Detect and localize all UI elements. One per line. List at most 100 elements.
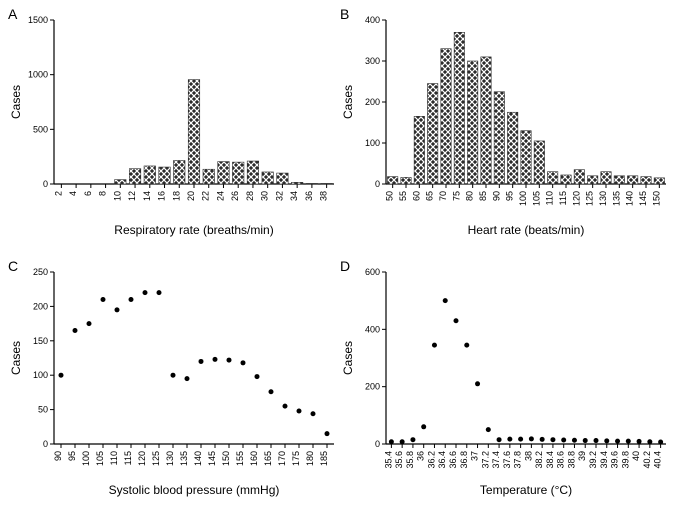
- bar: [507, 112, 517, 184]
- svg-text:38.4: 38.4: [545, 451, 555, 469]
- svg-text:105: 105: [95, 451, 105, 466]
- svg-text:0: 0: [43, 179, 48, 189]
- svg-text:85: 85: [478, 191, 488, 201]
- bar: [654, 178, 664, 184]
- svg-text:1000: 1000: [28, 70, 48, 80]
- data-point: [475, 381, 480, 386]
- svg-text:39.4: 39.4: [599, 451, 609, 469]
- svg-text:95: 95: [67, 451, 77, 461]
- bar: [574, 170, 584, 184]
- svg-text:4: 4: [68, 191, 78, 196]
- svg-text:34: 34: [289, 191, 299, 201]
- bar: [232, 162, 243, 184]
- panel-d-label: D: [340, 258, 350, 274]
- svg-text:Cases: Cases: [341, 341, 355, 375]
- svg-text:130: 130: [165, 451, 175, 466]
- data-point: [594, 438, 599, 443]
- svg-text:170: 170: [277, 451, 287, 466]
- svg-text:140: 140: [625, 191, 635, 206]
- panel-a: A 05001000150024681012141618202224262830…: [8, 6, 338, 246]
- svg-text:400: 400: [365, 324, 380, 334]
- data-point: [647, 439, 652, 444]
- svg-text:36.8: 36.8: [459, 451, 469, 469]
- bar: [188, 80, 199, 184]
- svg-text:300: 300: [365, 56, 380, 66]
- svg-text:35.6: 35.6: [394, 451, 404, 469]
- bar: [291, 182, 302, 184]
- svg-text:80: 80: [465, 191, 475, 201]
- svg-text:Cases: Cases: [9, 341, 23, 375]
- data-point: [561, 437, 566, 442]
- panel-c-label: C: [8, 258, 18, 274]
- bar: [614, 176, 624, 184]
- data-point: [255, 374, 260, 379]
- data-point: [540, 437, 545, 442]
- svg-text:120: 120: [571, 191, 581, 206]
- svg-text:40.2: 40.2: [642, 451, 652, 469]
- data-point: [87, 321, 92, 326]
- svg-text:39: 39: [577, 451, 587, 461]
- svg-text:38.2: 38.2: [534, 451, 544, 469]
- svg-text:600: 600: [365, 267, 380, 277]
- svg-text:1500: 1500: [28, 15, 48, 25]
- bar: [218, 162, 229, 184]
- data-point: [241, 360, 246, 365]
- svg-text:110: 110: [109, 451, 119, 465]
- data-point: [59, 373, 64, 378]
- data-point: [432, 343, 437, 348]
- svg-text:400: 400: [365, 15, 380, 25]
- svg-text:28: 28: [245, 191, 255, 201]
- svg-text:200: 200: [33, 301, 48, 311]
- svg-text:Cases: Cases: [341, 85, 355, 119]
- bar: [427, 84, 437, 184]
- svg-text:150: 150: [33, 336, 48, 346]
- svg-text:90: 90: [53, 451, 63, 461]
- bar: [481, 57, 491, 184]
- data-point: [297, 408, 302, 413]
- svg-text:155: 155: [235, 451, 245, 466]
- bar: [387, 177, 397, 184]
- panel-b-svg: 0100200300400505560657075808590951001051…: [340, 6, 670, 246]
- panel-a-label: A: [8, 6, 17, 22]
- data-point: [486, 427, 491, 432]
- bar: [441, 49, 451, 184]
- svg-text:130: 130: [598, 191, 608, 206]
- svg-text:8: 8: [98, 191, 108, 196]
- svg-text:65: 65: [425, 191, 435, 201]
- bar: [521, 131, 531, 184]
- svg-text:95: 95: [505, 191, 515, 201]
- data-point: [389, 439, 394, 444]
- bar: [115, 180, 126, 184]
- svg-text:105: 105: [531, 191, 541, 206]
- svg-text:40.4: 40.4: [653, 451, 663, 469]
- panel-d-svg: 020040060035.435.635.83636.236.436.636.8…: [340, 258, 670, 506]
- bar: [277, 173, 288, 184]
- svg-text:38: 38: [319, 191, 329, 201]
- svg-text:Cases: Cases: [9, 85, 23, 119]
- svg-text:0: 0: [43, 439, 48, 449]
- svg-text:150: 150: [651, 191, 661, 206]
- svg-text:100: 100: [518, 191, 528, 206]
- svg-text:200: 200: [365, 382, 380, 392]
- data-point: [199, 359, 204, 364]
- data-point: [421, 424, 426, 429]
- panel-d: D 020040060035.435.635.83636.236.436.636…: [340, 258, 670, 506]
- svg-text:180: 180: [305, 451, 315, 466]
- data-point: [269, 389, 274, 394]
- data-point: [443, 298, 448, 303]
- svg-text:39.8: 39.8: [620, 451, 630, 469]
- svg-text:0: 0: [375, 439, 380, 449]
- data-point: [454, 318, 459, 323]
- svg-text:37: 37: [470, 451, 480, 461]
- svg-text:12: 12: [127, 191, 137, 201]
- svg-text:30: 30: [260, 191, 270, 201]
- svg-text:38: 38: [523, 451, 533, 461]
- svg-text:36.2: 36.2: [426, 451, 436, 469]
- svg-text:40: 40: [631, 451, 641, 461]
- bar: [203, 169, 214, 184]
- panel-b: B 01002003004005055606570758085909510010…: [340, 6, 670, 246]
- svg-text:0: 0: [375, 179, 380, 189]
- svg-text:175: 175: [291, 451, 301, 466]
- svg-text:200: 200: [365, 97, 380, 107]
- svg-text:20: 20: [186, 191, 196, 201]
